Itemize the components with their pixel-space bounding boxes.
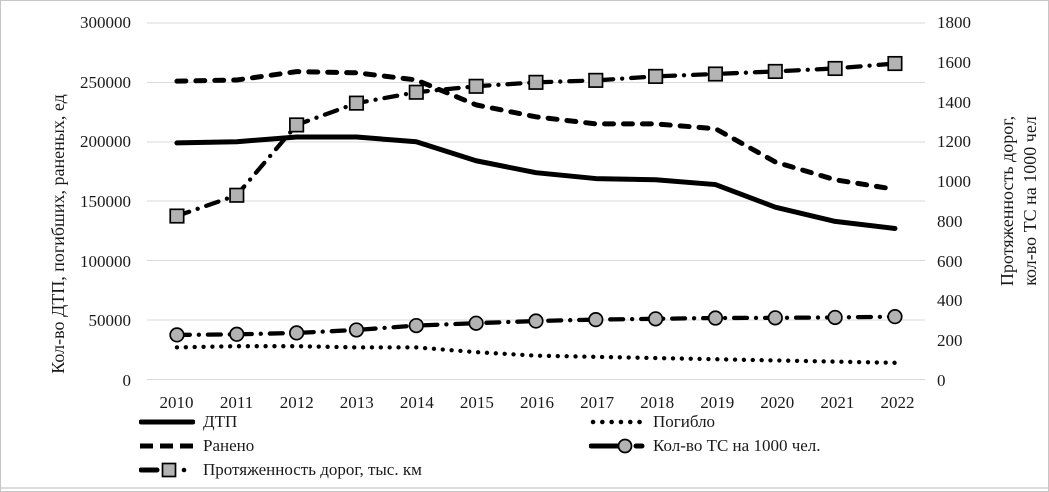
x-axis-tick-label: 2015 xyxy=(459,393,494,412)
marker-square-protyazhennost-dorog xyxy=(887,55,903,72)
marker-circle-ts-na-1000-chel xyxy=(408,317,424,334)
legend-item-protyazhennost-dorog[interactable]: Протяженность дорог, тыс. км xyxy=(139,459,422,481)
marker-square-protyazhennost-dorog xyxy=(229,187,245,203)
right-axis-tick-label: 1400 xyxy=(937,92,971,112)
legend-item-pogiblo[interactable]: Погибло xyxy=(589,411,715,433)
left-axis-tick-label: 200000 xyxy=(80,132,131,152)
left-axis-tick-label: 50000 xyxy=(88,311,132,331)
series-line-pogiblo xyxy=(174,344,898,365)
left-axis-tick-label: 100000 xyxy=(80,251,131,271)
legend-swatch-protyazhennost-dorog xyxy=(139,462,187,478)
marker-circle-ts-na-1000-chel xyxy=(707,310,724,326)
right-axis-tick-label: 1600 xyxy=(937,52,971,72)
left-axis-tick-label: 300000 xyxy=(80,13,131,32)
x-axis-tick-label: 2017 xyxy=(580,393,615,412)
right-axis-tick-label: 800 xyxy=(937,211,963,231)
left-axis-tick-label: 250000 xyxy=(80,72,131,92)
marker-square-protyazhennost-dorog xyxy=(707,66,724,82)
right-axis-tick-label: 1000 xyxy=(937,172,971,192)
right-axis-tick-label: 200 xyxy=(937,331,963,351)
marker-circle-ts-na-1000-chel xyxy=(229,326,245,342)
legend-item-dtp[interactable]: ДТП xyxy=(139,411,237,433)
legend-label-dtp: ДТП xyxy=(203,412,238,431)
right-axis-title: Протяженность дорог, кол-во ТС на 1000 ч… xyxy=(996,41,1042,361)
legend-swatch-dtp xyxy=(139,419,195,425)
left-axis-title: Кол-во ДТП, погибших, раненых, ед xyxy=(48,94,68,374)
marker-square-protyazhennost-dorog xyxy=(408,84,424,100)
marker-square-protyazhennost-dorog xyxy=(468,78,484,94)
marker-circle-ts-na-1000-chel xyxy=(468,315,484,331)
series-line-dtp xyxy=(174,134,898,231)
marker-square-protyazhennost-dorog xyxy=(648,68,664,84)
x-axis-tick-label: 2014 xyxy=(399,393,434,412)
marker-circle-ts-na-1000-chel xyxy=(289,325,305,341)
legend-item-raneno[interactable]: Ранено xyxy=(139,435,254,457)
legend-label-protyazhennost-dorog: Протяженность дорог, тыс. км xyxy=(203,460,422,479)
marker-circle-ts-na-1000-chel xyxy=(528,313,544,329)
marker-square-protyazhennost-dorog xyxy=(827,60,843,77)
legend-label-raneno: Ранено xyxy=(203,436,255,455)
x-axis-tick-label: 2016 xyxy=(520,393,554,412)
right-axis-tick-label: 1800 xyxy=(937,13,971,32)
legend-label-ts-na-1000-chel: Кол-во ТС на 1000 чел. xyxy=(653,436,821,455)
marker-circle-ts-na-1000-chel xyxy=(887,309,903,325)
series-line-raneno xyxy=(174,69,898,192)
x-axis-tick-label: 2013 xyxy=(339,393,374,412)
x-axis-tick-label: 2020 xyxy=(760,393,795,412)
marker-circle-ts-na-1000-chel xyxy=(169,327,185,343)
marker-circle-ts-na-1000-chel xyxy=(588,312,604,328)
x-axis-tick-label: 2021 xyxy=(820,393,855,412)
marker-square-protyazhennost-dorog xyxy=(169,208,185,224)
marker-circle-ts-na-1000-chel xyxy=(647,311,664,327)
right-axis-tick-label: 1200 xyxy=(937,132,971,152)
marker-circle-ts-na-1000-chel xyxy=(767,310,783,326)
right-axis-tick-label: 400 xyxy=(937,291,963,311)
x-axis-tick-label: 2012 xyxy=(279,393,314,412)
marker-circle-ts-na-1000-chel xyxy=(348,322,365,338)
legend-swatch-raneno xyxy=(140,443,194,449)
window-bottom-edge xyxy=(1,487,1048,489)
marker-square-protyazhennost-dorog xyxy=(767,63,783,80)
legend-swatch-pogiblo xyxy=(590,419,645,425)
x-axis-tick-label: 2010 xyxy=(159,393,194,412)
right-axis-tick-label: 0 xyxy=(937,371,946,390)
marker-circle-ts-na-1000-chel xyxy=(827,309,843,326)
x-axis-tick-label: 2018 xyxy=(640,393,675,412)
marker-square-protyazhennost-dorog xyxy=(289,117,305,133)
marker-square-protyazhennost-dorog xyxy=(348,95,365,111)
right-axis-tick-label: 600 xyxy=(937,251,963,271)
left-axis-tick-label: 0 xyxy=(122,371,132,390)
x-axis-tick-label: 2019 xyxy=(700,393,735,412)
legend-swatch-ts-na-1000-chel xyxy=(589,438,645,454)
x-axis-tick-label: 2011 xyxy=(219,393,254,412)
marker-square-protyazhennost-dorog xyxy=(528,74,544,90)
legend-label-pogiblo: Погибло xyxy=(653,412,716,431)
right-axis-title-line2: кол-во ТС на 1000 чел xyxy=(1020,116,1040,286)
marker-square-protyazhennost-dorog xyxy=(588,72,604,88)
legend-item-ts-na-1000-chel[interactable]: Кол-во ТС на 1000 чел. xyxy=(589,435,821,457)
right-axis-title-line1: Протяженность дорог, xyxy=(997,115,1017,287)
left-axis-tick-label: 150000 xyxy=(80,192,131,211)
x-axis-tick-label: 2022 xyxy=(880,393,915,412)
